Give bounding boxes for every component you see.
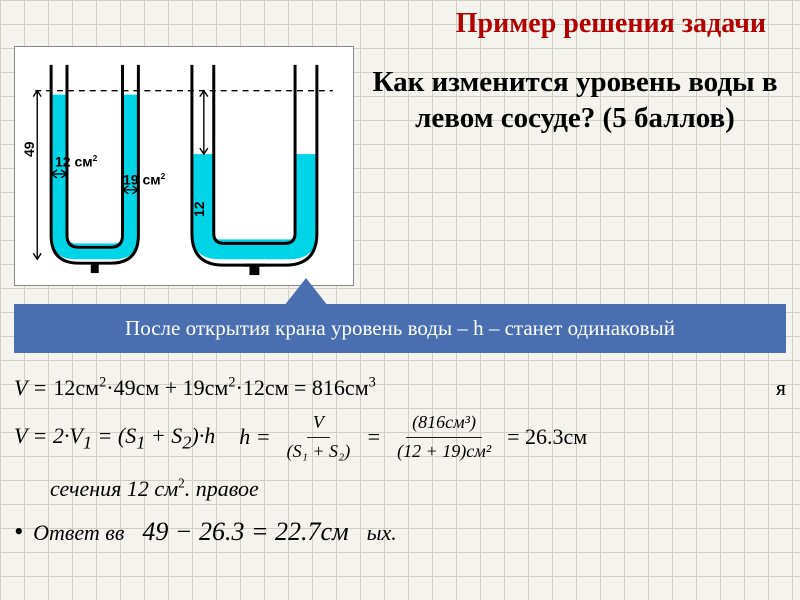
note-pointer-triangle [284, 278, 328, 306]
right-utube [192, 65, 317, 275]
eq1-lhs: V = [14, 371, 47, 405]
equations-block: V = 12см2·49см + 19см2·12см = 816см3 я V… [14, 371, 786, 552]
answer-suffix: ых. [367, 516, 397, 550]
page-title: Пример решения задачи [14, 8, 786, 40]
eq1-trailing: я [776, 371, 786, 405]
eq2-lhs: V = 2·V1 = (S1 + S2)·h [14, 419, 215, 457]
eq2-result: = 26.3см [507, 420, 587, 454]
frac2-den: (12 + 19)см² [391, 438, 497, 466]
note-callout: После открытия крана уровень воды – h – … [14, 304, 786, 353]
area19-sup: 2 [161, 171, 166, 181]
answer-line: • Ответ вв 49 − 26.3 = 22.7см ых. [14, 512, 786, 552]
top-row: 49 12 12 см2 19 см2 Как изменится уровен… [14, 46, 786, 286]
section-line: сечения 12 см2. правое [14, 472, 786, 506]
question-text: Как изменится уровень воды в левом сосуд… [364, 46, 786, 137]
frac1-den: (S₁ + S₂) [281, 438, 357, 466]
label-area-19: 19 см2 [123, 171, 165, 188]
area12-text: 12 см [55, 154, 93, 170]
eq3: 49 − 26.3 = 22.7см [142, 512, 348, 552]
bullet-dot: • [14, 519, 23, 545]
answer-prefix: Ответ вв [33, 516, 124, 550]
eq-height: V = 2·V1 = (S1 + S2)·h h = V (S₁ + S₂) =… [14, 409, 786, 466]
frac2-num: (816см³) [406, 409, 482, 438]
eq2-h: h = [239, 420, 270, 454]
frac1-num: V [307, 409, 330, 438]
vessels-diagram: 49 12 12 см2 19 см2 [14, 46, 354, 286]
eq-equals-1: = [366, 420, 381, 454]
eq1-rhs: 12см2·49см + 19см2·12см = 816см3 [53, 371, 375, 405]
dim-49-arrow [33, 91, 41, 260]
eq2-frac2: (816см³) (12 + 19)см² [391, 409, 497, 466]
eq-volume-total: V = 12см2·49см + 19см2·12см = 816см3 я [14, 371, 786, 405]
area12-sup: 2 [93, 153, 98, 163]
label-height-49: 49 [21, 141, 37, 157]
sec-text: сечения 12 см2. правое [50, 472, 259, 506]
label-height-12: 12 [191, 201, 207, 217]
label-area-12: 12 см2 [55, 153, 97, 170]
note-bar: После открытия крана уровень воды – h – … [14, 304, 786, 353]
eq2-frac1: V (S₁ + S₂) [281, 409, 357, 466]
area19-text: 19 см [123, 172, 161, 188]
dim-12-arrow [200, 91, 208, 154]
slide-content: Пример решения задачи [0, 0, 800, 560]
